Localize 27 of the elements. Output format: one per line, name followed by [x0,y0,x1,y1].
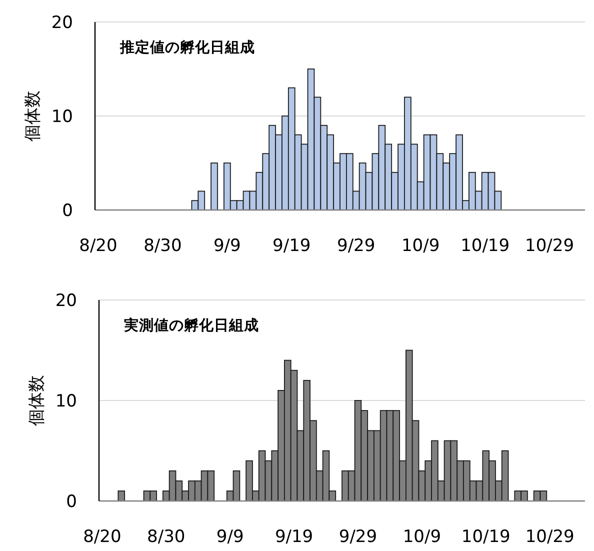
x-tick-label: 10/9 [402,236,440,256]
x-tick-label: 8/30 [144,236,182,256]
x-tick-label: 9/19 [272,236,311,256]
x-tick-label: 10/9 [402,527,442,547]
x-tick-label: 9/9 [216,527,244,547]
x-tick-label: 10/19 [460,236,510,256]
text: 実測値の孵化日組成 [123,316,259,334]
x-tick-label: 9/19 [274,527,314,547]
y-axis-title: 個体数 [23,90,43,142]
x-tick-label: 9/29 [337,236,376,256]
x-tick-label: 10/29 [525,236,574,256]
x-tick-label: 8/30 [147,527,186,547]
x-tick-label: 8/20 [83,527,122,547]
y-tick-label: 0 [66,492,77,512]
y-tick-label: 20 [51,13,73,33]
x-tick-label: 9/29 [338,527,378,547]
y-tick-label: 0 [62,201,73,221]
x-tick-label: 10/29 [525,527,574,547]
y-tick-label: 10 [51,107,73,127]
x-tick-label: 10/19 [461,527,510,547]
text: 推定値の孵化日組成 [119,38,255,56]
y-tick-label: 10 [55,392,77,412]
y-axis-title: 個体数 [27,375,47,426]
x-tick-label: 9/9 [213,236,241,256]
bar [210,162,218,210]
y-tick-label: 20 [55,291,77,311]
x-tick-label: 8/20 [79,236,118,256]
